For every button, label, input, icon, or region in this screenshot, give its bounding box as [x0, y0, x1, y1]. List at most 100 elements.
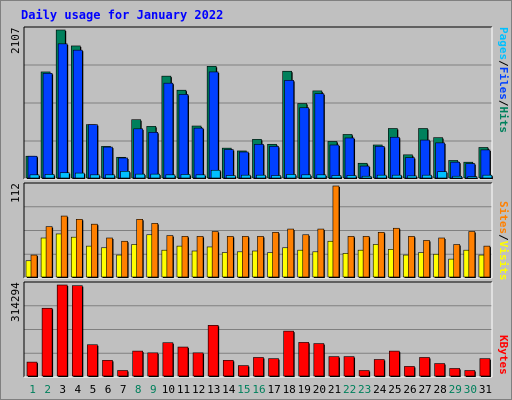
day-label: 27 [418, 383, 431, 396]
pages-bar [195, 174, 206, 179]
day-label: 18 [283, 383, 296, 396]
day-label: 19 [298, 383, 311, 396]
sites-bar [483, 245, 491, 278]
pages-bar [44, 174, 55, 179]
kbytes-bar [192, 352, 204, 377]
files-bar [103, 146, 113, 179]
files-bar [299, 107, 310, 179]
sites-bar [423, 240, 430, 278]
hits-ymax-label: 2107 [9, 27, 22, 55]
sites-bar [211, 231, 219, 278]
files-bar [193, 127, 204, 179]
files-bar [72, 49, 83, 179]
day-label: 22 [343, 383, 356, 396]
pages-bar [165, 174, 176, 179]
files-bar [163, 82, 174, 179]
files-bar [450, 161, 461, 179]
kbytes-ymax-label: 314294 [9, 282, 22, 322]
legend-pages: Pages [497, 27, 510, 61]
kbytes-bar [253, 357, 264, 377]
pages-bar [90, 174, 100, 179]
files-bar [42, 73, 53, 179]
kbytes-bar [87, 344, 98, 377]
pages-bar [437, 171, 447, 179]
files-bar [374, 146, 385, 179]
kbytes-bar [358, 370, 370, 377]
files-bar [314, 93, 325, 179]
pages-bar [150, 173, 161, 179]
kbytes-bar [404, 366, 415, 377]
kbytes-bar [419, 357, 430, 377]
pages-bar [105, 174, 115, 179]
sites-bar [106, 237, 113, 278]
kbytes-bar [132, 350, 143, 377]
sites-bar [166, 235, 174, 278]
sites-bar [362, 236, 370, 278]
day-label: 20 [313, 383, 326, 396]
pages-bar [392, 174, 402, 179]
files-bar [254, 143, 264, 179]
sites-bar [30, 254, 38, 278]
sites-bar [453, 244, 461, 278]
day-label: 3 [59, 383, 66, 396]
day-label: 26 [403, 383, 416, 396]
day-label: 28 [434, 383, 447, 396]
sites-bar [468, 231, 476, 278]
pages-bar [225, 175, 236, 179]
files-bar [148, 132, 159, 179]
legend-sites: Sites [497, 201, 510, 235]
day-label: 9 [150, 383, 157, 396]
kbytes-bar [26, 361, 38, 377]
pages-bar [180, 174, 191, 179]
day-label: 2 [44, 383, 51, 396]
day-label: 31 [479, 383, 492, 396]
files-bar [329, 144, 340, 179]
sites-bar [181, 236, 189, 278]
kbytes-bar [162, 342, 174, 377]
day-label: 8 [135, 383, 142, 396]
pages-bar [452, 175, 463, 179]
pages-bar [467, 176, 478, 179]
day-label: 1 [29, 383, 36, 396]
day-label: 30 [464, 383, 477, 396]
sites-bar [287, 228, 294, 278]
files-bar [344, 137, 355, 179]
kbytes-bar [313, 343, 325, 377]
pages-bar [210, 169, 221, 179]
files-bar [269, 146, 279, 179]
day-label: 14 [222, 383, 236, 396]
legend-visits: Visits [497, 240, 510, 281]
pages-bar [120, 171, 130, 179]
pages-bar [271, 175, 281, 179]
kbytes-bar [373, 359, 385, 377]
kbytes-bar [268, 358, 279, 377]
files-bar [88, 124, 98, 179]
legend-kbytes: KBytes [497, 335, 510, 375]
sites-bar [317, 228, 325, 278]
day-label: 16 [252, 383, 265, 396]
legend-separator: / [497, 60, 510, 67]
kbytes-bar [117, 370, 128, 377]
sites-bar [347, 236, 355, 278]
legend-files: Files [497, 66, 510, 100]
pages-bar [256, 174, 266, 179]
sites-bar [136, 219, 143, 278]
legend-sites-visits: Sites/Visits [497, 201, 510, 281]
sites-bar [257, 236, 264, 278]
day-label: 21 [328, 383, 341, 396]
day-label: 13 [207, 383, 220, 396]
pages-bar [361, 175, 372, 179]
day-label: 23 [358, 383, 371, 396]
legend-pages-files-hits: Pages/Files/Hits [497, 27, 510, 133]
pages-bar [407, 175, 417, 179]
kbytes-bar [177, 346, 189, 377]
files-bar [420, 139, 430, 179]
files-bar [208, 71, 219, 179]
day-label: 5 [90, 383, 97, 396]
sites-bar [75, 219, 83, 278]
files-bar [480, 149, 491, 179]
day-label: 4 [75, 383, 82, 396]
day-label: 25 [388, 383, 401, 396]
kbytes-bar [449, 368, 461, 377]
sites-bar [242, 236, 249, 278]
